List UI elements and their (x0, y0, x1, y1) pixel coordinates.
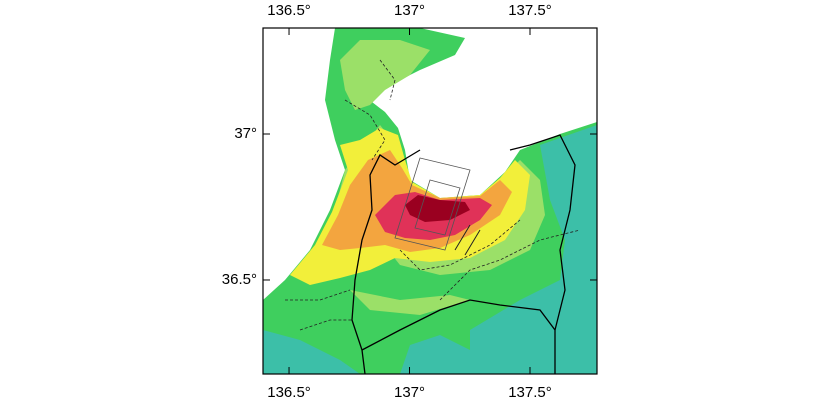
x-tick-label: 137.5° (508, 2, 552, 19)
x-tick-label: 136.5° (267, 384, 311, 401)
x-tick-label: 137° (394, 384, 425, 401)
x-tick-label: 137° (394, 2, 425, 19)
y-tick-label: 37° (234, 125, 257, 142)
intensity-map (263, 28, 597, 374)
x-tick-label: 136.5° (267, 2, 311, 19)
x-tick-label: 137.5° (508, 384, 552, 401)
y-tick-label: 36.5° (222, 271, 257, 288)
map-frame (262, 27, 598, 375)
